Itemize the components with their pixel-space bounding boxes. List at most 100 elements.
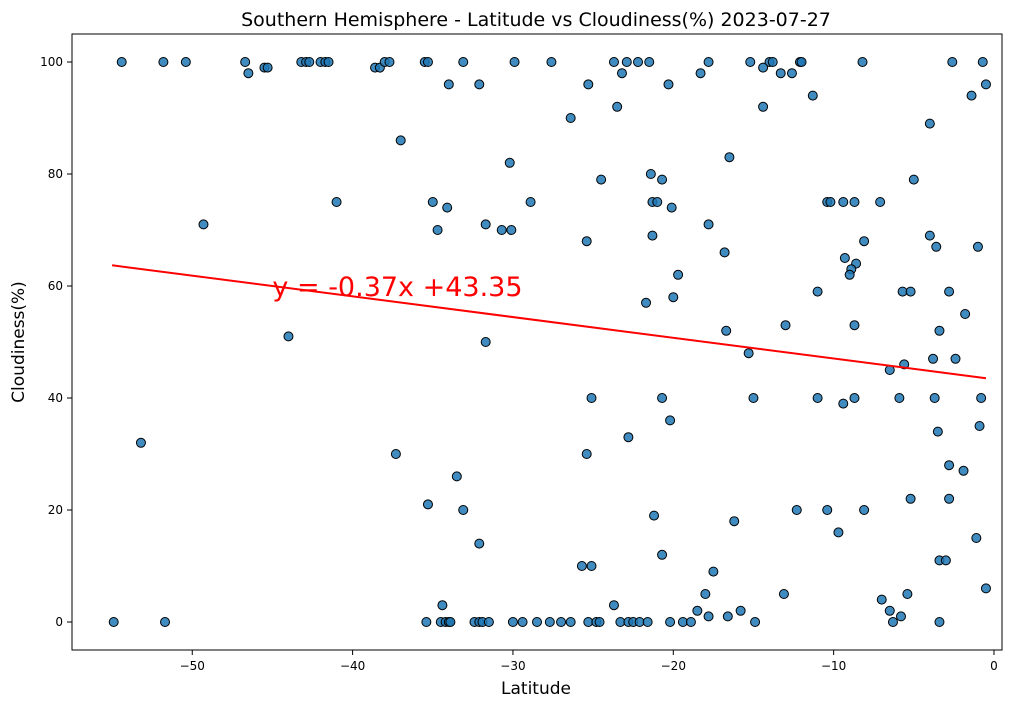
data-point: [283, 331, 294, 342]
y-tick-label: 20: [48, 503, 63, 517]
data-point: [576, 561, 587, 571]
data-point: [304, 57, 315, 67]
data-point: [612, 101, 623, 112]
data-point: [474, 538, 485, 549]
data-point: [623, 432, 634, 443]
data-point: [859, 236, 870, 247]
data-point: [775, 68, 786, 79]
data-point: [838, 398, 849, 409]
x-tick-label: −10: [821, 659, 846, 673]
data-point: [509, 57, 520, 67]
data-point: [596, 174, 607, 185]
data-point: [608, 57, 619, 67]
data-point: [833, 527, 844, 538]
data-point: [944, 460, 955, 471]
y-tick-label: 0: [55, 615, 63, 629]
data-point: [976, 393, 987, 403]
data-point: [849, 320, 860, 331]
data-point: [641, 297, 652, 308]
data-point: [445, 617, 456, 627]
x-tick-label: −40: [340, 659, 365, 673]
data-point: [844, 269, 855, 280]
data-point: [644, 57, 655, 67]
regression-equation: y = -0.37x +43.35: [272, 272, 522, 303]
data-point: [458, 57, 469, 67]
data-point: [160, 617, 170, 627]
y-tick-label: 40: [48, 391, 63, 405]
data-point: [673, 269, 684, 280]
data-point: [767, 57, 778, 67]
data-point: [703, 219, 714, 230]
data-point: [822, 505, 833, 515]
y-tick-label: 60: [48, 279, 63, 293]
y-axis: 0 20 40 60 80 100: [40, 55, 72, 629]
data-point: [565, 617, 576, 627]
data-point: [857, 57, 868, 67]
x-axis: −50 −40 −30 −20 −10 0: [180, 650, 998, 673]
regression-line: [111, 264, 987, 380]
data-point: [422, 499, 433, 510]
data-point: [812, 286, 823, 297]
data-point: [902, 589, 913, 599]
data-point: [966, 90, 977, 101]
data-point: [663, 79, 674, 90]
data-point: [642, 617, 653, 627]
data-point: [971, 533, 982, 543]
data-point: [735, 605, 746, 616]
data-point: [876, 594, 887, 605]
data-point: [616, 68, 627, 79]
data-point: [583, 79, 594, 90]
data-point: [474, 79, 485, 90]
data-point: [507, 617, 518, 627]
data-point: [480, 219, 491, 230]
data-point: [947, 57, 958, 67]
data-point: [825, 197, 836, 207]
data-point: [745, 57, 756, 67]
data-point: [240, 57, 251, 67]
plot-frame: [71, 33, 1003, 651]
x-tick-label: −50: [180, 659, 205, 673]
data-point: [621, 57, 632, 67]
data-point: [432, 225, 443, 235]
data-point: [700, 589, 711, 599]
data-point: [748, 393, 759, 403]
data-point: [849, 197, 860, 207]
data-point: [974, 421, 985, 431]
data-point: [180, 57, 191, 67]
data-point: [633, 57, 644, 67]
data-point: [932, 426, 943, 437]
y-axis-label: Cloudiness(%): [9, 281, 29, 403]
data-point: [838, 197, 849, 207]
data-point: [586, 393, 597, 403]
data-point: [859, 505, 870, 515]
data-point: [665, 617, 676, 627]
data-point: [940, 555, 951, 566]
data-point: [517, 617, 528, 627]
data-point: [116, 57, 127, 67]
data-point: [786, 68, 797, 79]
data-point: [980, 583, 991, 594]
x-axis-label: Latitude: [501, 679, 571, 699]
data-point: [437, 600, 448, 611]
data-point: [812, 393, 823, 403]
data-point: [958, 465, 969, 476]
data-point: [743, 348, 754, 359]
data-point: [331, 197, 342, 207]
data-point: [692, 605, 703, 616]
data-point: [719, 247, 730, 258]
data-point: [685, 617, 696, 627]
data-point: [791, 505, 802, 515]
data-point: [657, 393, 668, 403]
data-point: [427, 197, 438, 207]
data-point: [924, 118, 935, 129]
data-point: [722, 611, 733, 622]
data-point: [839, 253, 850, 263]
data-point: [928, 353, 939, 364]
data-point: [666, 202, 677, 213]
data-point: [905, 286, 916, 297]
data-point: [668, 292, 679, 303]
y-tick-label: 100: [40, 55, 63, 69]
data-point: [708, 566, 719, 577]
data-point: [724, 152, 735, 163]
data-point: [934, 617, 945, 627]
